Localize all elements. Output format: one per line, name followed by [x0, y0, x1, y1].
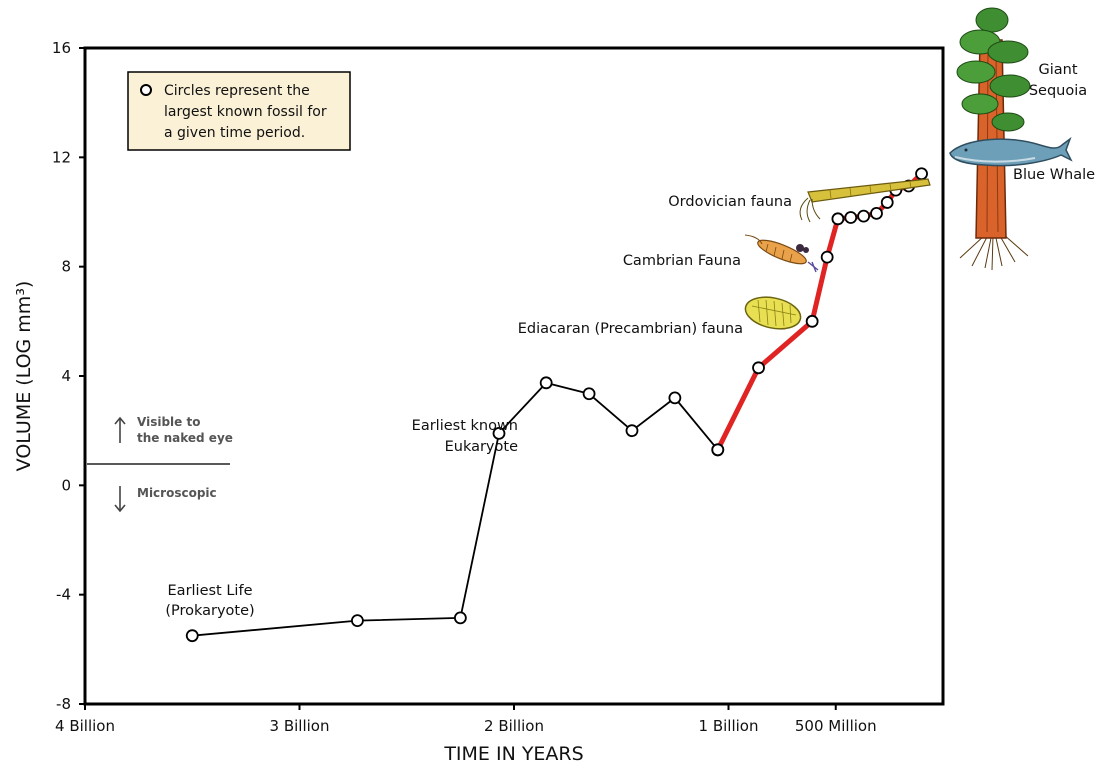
data-point: [351, 614, 364, 628]
visible-label-1: Visible to: [137, 415, 200, 429]
microscopic-label: Microscopic: [137, 486, 217, 500]
series-lines: [191, 171, 925, 637]
annotation-sequoia-1: Giant: [1038, 62, 1077, 78]
data-point: [582, 387, 596, 401]
legend-line-2: largest known fossil for: [164, 104, 327, 120]
data-point: [820, 250, 834, 264]
y-tick-label: -8: [56, 695, 71, 713]
cambrian-fauna-icon: [744, 234, 819, 273]
visible-label-2: the naked eye: [137, 431, 233, 445]
x-axis: 4 Billion 3 Billion 2 Billion 1 Billion 500 …: [55, 704, 877, 735]
y-tick-label: -4: [56, 586, 71, 604]
annotation-ordovician: Ordovician fauna: [668, 194, 792, 210]
x-axis-title: TIME IN YEARS: [443, 743, 583, 765]
data-point: [844, 211, 858, 224]
y-axis-title: VOLUME (LOG mm³): [13, 281, 35, 472]
ordovician-fauna-icon: [799, 178, 931, 223]
y-tick-label: 4: [61, 367, 71, 385]
data-point: [668, 391, 682, 405]
annotation-eukaryote-1: Earliest known: [412, 418, 518, 434]
arrow-up-icon: [114, 416, 126, 443]
data-point: [857, 209, 871, 223]
y-tick-label: 8: [61, 258, 71, 276]
annotation-sequoia-2: Sequoia: [1029, 83, 1087, 99]
legend-box: [127, 71, 351, 151]
x-tick-label: 2 Billion: [484, 717, 544, 735]
data-point: [185, 629, 199, 643]
data-point: [625, 424, 639, 438]
x-tick-label: 500 Million: [795, 717, 877, 735]
data-point: [453, 611, 467, 625]
data-point: [752, 361, 765, 375]
data-point: [711, 443, 725, 457]
legend-line-1: Circles represent the: [164, 83, 310, 99]
annotation-ediacaran: Ediacaran (Precambrian) fauna: [518, 321, 743, 337]
x-tick-label: 4 Billion: [55, 717, 115, 735]
x-tick-label: 1 Billion: [699, 717, 759, 735]
data-point: [805, 314, 819, 328]
y-tick-label: 16: [52, 39, 71, 57]
data-point: [539, 376, 553, 390]
y-tick-label: 0: [61, 476, 71, 494]
series-points: [185, 167, 928, 643]
data-point: [831, 212, 845, 226]
data-point: [492, 426, 506, 440]
annotation-earliest-life-2: (Prokaryote): [165, 603, 254, 619]
arrow-down-icon: [114, 486, 126, 513]
y-axis: 16 12 8 4 0 -4 -8: [52, 39, 85, 713]
y-tick-label: 12: [52, 148, 71, 166]
legend-circle-icon: [140, 84, 152, 96]
annotation-cambrian: Cambrian Fauna: [623, 253, 741, 269]
data-point: [880, 196, 894, 209]
data-point: [870, 206, 883, 220]
legend-line-3: a given time period.: [164, 125, 305, 141]
legend: Circles represent the largest known foss…: [127, 71, 351, 151]
blue-whale-icon: [949, 136, 1073, 167]
annotation-earliest-life-1: Earliest Life: [168, 583, 253, 599]
visibility-threshold: Visible to the naked eye Microscopic: [87, 415, 233, 513]
x-tick-label: 3 Billion: [270, 717, 330, 735]
data-point: [915, 167, 928, 181]
annotation-eukaryote-2: Eukaryote: [445, 439, 518, 455]
annotation-blue-whale: Blue Whale: [1013, 167, 1095, 183]
ediacaran-fauna-icon: [744, 296, 802, 330]
